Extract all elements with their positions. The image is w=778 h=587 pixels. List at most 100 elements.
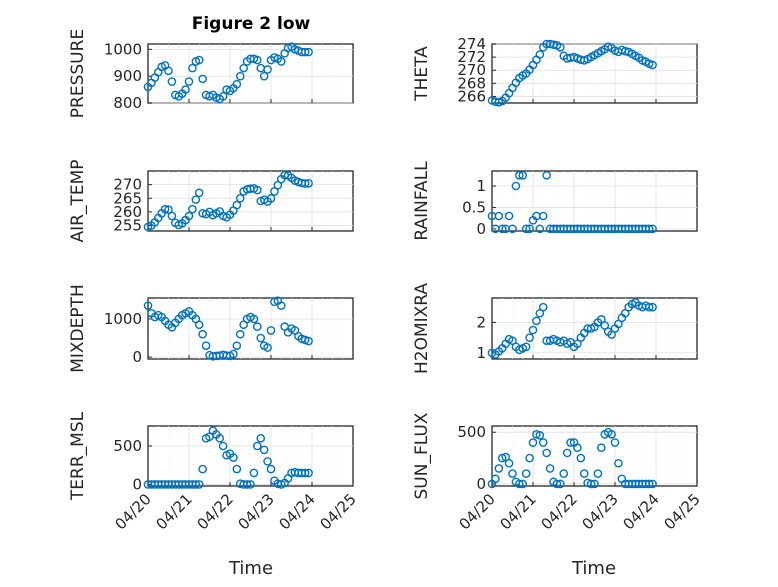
data-point (644, 479, 654, 489)
data-point (562, 448, 572, 458)
data-point (559, 469, 569, 478)
data-point (270, 187, 279, 196)
y-tick-label: 0 (132, 348, 142, 366)
data-point (648, 479, 657, 489)
data-point (194, 55, 204, 65)
data-point (525, 453, 534, 463)
data-point (194, 480, 204, 489)
data-point (607, 429, 616, 439)
data-point (198, 74, 207, 84)
pressure-panel: 800 900 1000 PRESSURE (68, 29, 354, 118)
data-point (235, 71, 245, 81)
data-point (610, 438, 620, 447)
data-point (232, 79, 242, 89)
data-point (494, 464, 504, 473)
y-tick-label: 274 (457, 35, 486, 53)
y-tick-label: 265 (113, 189, 142, 207)
data-point (518, 170, 528, 180)
data-point (198, 464, 207, 474)
rainfall-panel: 0 0.5 1 RAINFALL (412, 161, 698, 241)
y-axis-label: RAINFALL (412, 161, 432, 241)
data-point (300, 47, 310, 57)
y-tick-label: 260 (113, 203, 142, 221)
data-point (528, 438, 538, 447)
x-tick-label: 04/20 (112, 490, 155, 533)
data-point (497, 224, 507, 234)
data-point (597, 443, 606, 453)
y-tick-label: 1000 (104, 40, 142, 58)
x-tick-label: 04/23 (579, 490, 622, 533)
data-point (232, 200, 242, 210)
data-point (535, 50, 545, 59)
data-point (614, 458, 623, 468)
data-point (235, 329, 245, 339)
data-point (188, 63, 197, 73)
data-point (263, 65, 272, 74)
data-point (191, 480, 201, 489)
data-point (164, 205, 173, 215)
y-tick-label: 500 (113, 437, 142, 455)
y-axis-label: THETA (412, 46, 432, 102)
data-point (521, 342, 531, 352)
data-point (511, 181, 521, 191)
data-point (542, 448, 551, 458)
data-point (508, 469, 517, 478)
data-point (143, 301, 153, 310)
y-tick-label: 1 (476, 177, 486, 195)
y-tick-label: 268 (457, 74, 486, 92)
x-tick-label: 04/22 (538, 490, 581, 533)
x-tick-label: 04/25 (661, 490, 704, 533)
data-point (232, 464, 242, 474)
data-point (304, 336, 313, 346)
y-tick-label: 266 (457, 87, 486, 105)
data-point (590, 479, 599, 489)
data-point (235, 193, 245, 203)
y-axis-label: AIR_TEMP (68, 160, 88, 243)
data-point (191, 195, 201, 204)
data-point (215, 434, 225, 443)
data-point (552, 479, 562, 489)
data-point (593, 469, 603, 478)
data-point (184, 211, 194, 221)
data-point (648, 60, 657, 70)
data-point (535, 431, 545, 440)
y-axis-label: H2OMIXRA (412, 283, 432, 374)
y-tick-label: 270 (457, 61, 486, 79)
y-axis-label: PRESSURE (68, 29, 88, 118)
data-point (229, 349, 238, 359)
data-point (566, 438, 575, 447)
data-point (648, 302, 657, 312)
data-point (259, 71, 269, 81)
y-tick-label: 1000 (104, 310, 142, 328)
data-point (504, 458, 514, 468)
data-point (538, 438, 548, 447)
data-point (538, 211, 548, 221)
data-point (253, 55, 262, 65)
x-axis-label-left: Time (228, 558, 273, 579)
data-point (188, 204, 197, 214)
data-point (528, 325, 538, 335)
data-point (515, 479, 524, 489)
data-point (648, 224, 657, 234)
data-point (535, 224, 545, 234)
y-tick-label: 900 (113, 67, 142, 85)
data-point (304, 47, 313, 57)
data-point (504, 211, 514, 221)
y-tick-label: 1 (476, 344, 486, 362)
data-point (201, 341, 211, 350)
mixdepth-panel: 0 1000 MIXDEPTH (68, 284, 354, 373)
x-tick-label: 04/21 (153, 490, 196, 533)
data-point (532, 316, 541, 326)
y-tick-label: 0 (476, 475, 486, 493)
x-axis-label-right: Time (571, 558, 616, 579)
y-tick-label: 0.5 (462, 198, 486, 216)
x-tick-label: 04/24 (620, 490, 663, 533)
y-tick-label: 255 (113, 217, 142, 235)
data-point (515, 170, 524, 180)
data-point (491, 474, 500, 484)
data-point (304, 468, 313, 478)
data-point (198, 329, 207, 339)
data-point (304, 178, 313, 188)
